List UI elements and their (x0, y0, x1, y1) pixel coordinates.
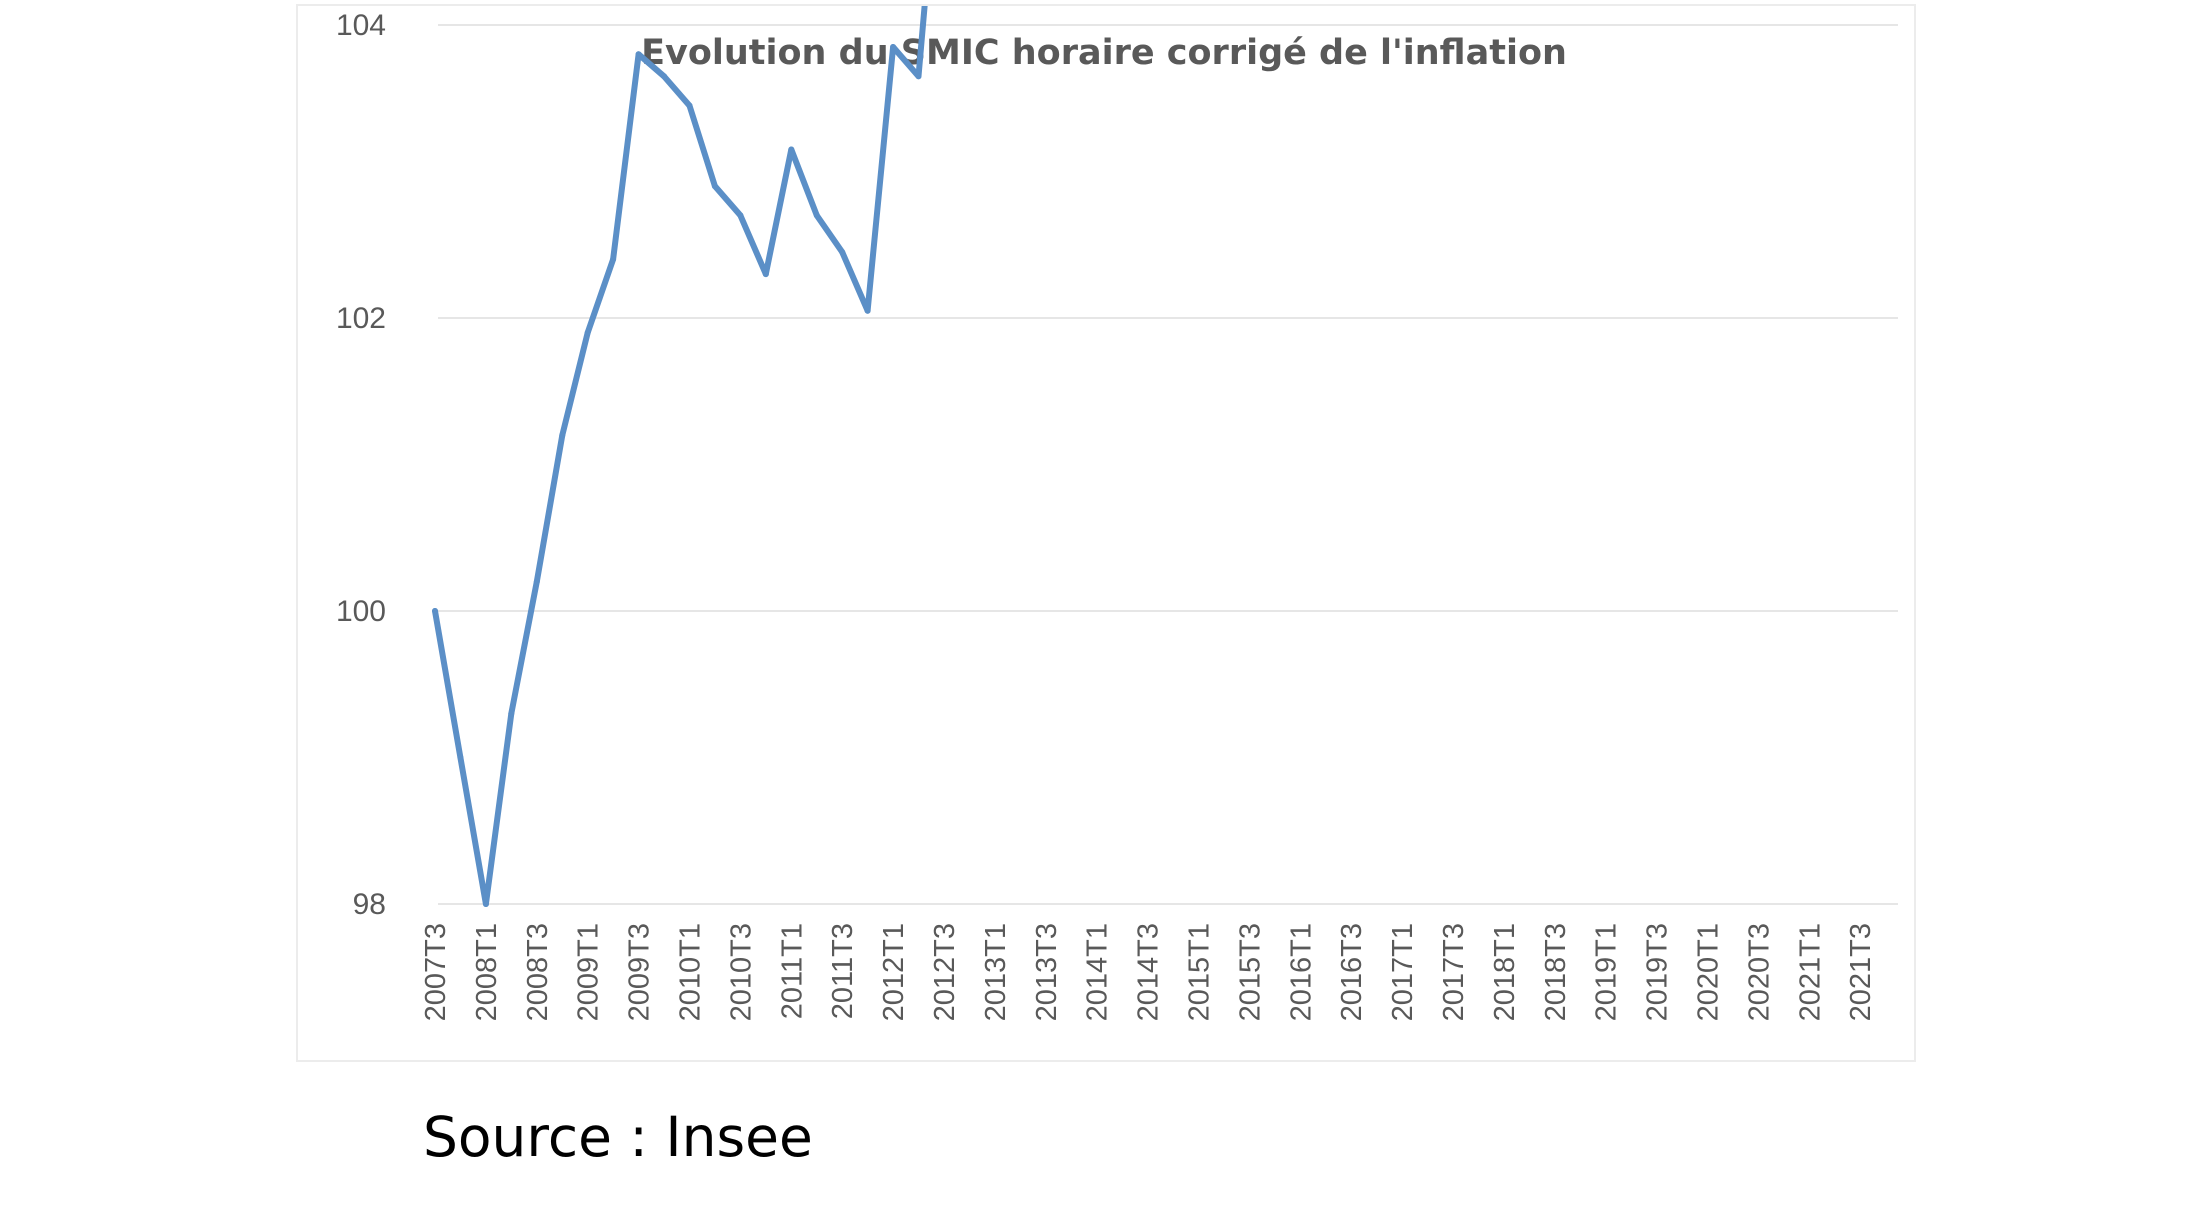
data-point (610, 256, 617, 263)
x-tick-label: 2015T3 (1234, 923, 1266, 1021)
data-point (584, 329, 591, 336)
x-tick-label: 2009T1 (573, 923, 605, 1021)
data-point (762, 271, 769, 278)
x-tick-label: 2015T1 (1184, 923, 1216, 1021)
data-point (788, 146, 795, 153)
x-tick-label: 2011T1 (776, 923, 808, 1019)
data-point (890, 44, 897, 50)
series-line-0 (432, 6, 928, 907)
data-point (508, 710, 515, 717)
x-tick-label: 2017T3 (1438, 923, 1470, 1021)
x-tick-label: 2017T1 (1387, 923, 1419, 1021)
x-tick-label: 2012T1 (878, 923, 910, 1021)
x-tick-label: 2016T3 (1336, 923, 1368, 1021)
x-tick-label: 2008T3 (522, 923, 554, 1021)
data-point (559, 432, 566, 439)
x-tick-label: 2007T3 (420, 923, 452, 1021)
x-tick-label: 2008T1 (471, 923, 503, 1021)
y-tick-label: 98 (353, 888, 386, 921)
x-tick-label: 2020T3 (1743, 923, 1775, 1021)
x-tick-label: 2018T3 (1540, 923, 1572, 1021)
data-point (686, 102, 693, 109)
x-tick-label: 2018T1 (1489, 923, 1521, 1021)
y-axis-ticks: 98100102104106108 (336, 9, 386, 921)
series-layer (432, 6, 928, 907)
data-point (813, 212, 820, 219)
x-tick-label: 2020T1 (1693, 923, 1725, 1021)
source-note: Source : Insee (423, 1105, 813, 1169)
data-point (915, 73, 922, 80)
data-point (661, 73, 667, 80)
data-point (432, 608, 438, 614)
x-tick-label: 2016T1 (1285, 923, 1317, 1021)
gridlines (438, 24, 1898, 905)
x-tick-label: 2019T1 (1591, 923, 1623, 1021)
x-tick-label: 2014T1 (1082, 923, 1114, 1021)
x-tick-label: 2011T3 (827, 923, 859, 1019)
x-tick-label: 2009T3 (624, 923, 656, 1021)
x-tick-label: 2019T3 (1642, 923, 1674, 1021)
data-point (482, 901, 489, 907)
line-chart: Evolution du SMIC horaire corrigé de l'i… (336, 6, 1898, 1021)
x-axis-ticks: 2007T3 2008T1 2008T3 2009T1 2009T3 2010T1 2010… (420, 923, 1877, 1021)
data-point (737, 212, 744, 219)
y-tick-label: 102 (336, 302, 386, 335)
data-point (635, 51, 642, 58)
x-tick-label: 2010T3 (725, 923, 757, 1021)
x-tick-label: 2014T3 (1133, 923, 1165, 1021)
x-tick-label: 2012T3 (929, 923, 961, 1021)
data-point (457, 754, 464, 761)
data-point (711, 183, 718, 190)
data-point (864, 307, 871, 314)
x-tick-label: 2021T3 (1845, 923, 1877, 1021)
chart-title: Evolution du SMIC horaire corrigé de l'i… (641, 33, 1567, 73)
data-point (839, 249, 846, 256)
x-tick-label: 2013T3 (1031, 923, 1063, 1021)
x-tick-label: 2013T1 (980, 923, 1012, 1021)
y-tick-label: 104 (336, 9, 386, 42)
x-tick-label: 2021T1 (1794, 923, 1826, 1021)
y-tick-label: 100 (336, 595, 386, 628)
x-tick-label: 2010T1 (675, 923, 707, 1021)
chart-panel: Evolution du SMIC horaire corrigé de l'i… (296, 4, 1916, 1062)
data-point (533, 578, 540, 585)
